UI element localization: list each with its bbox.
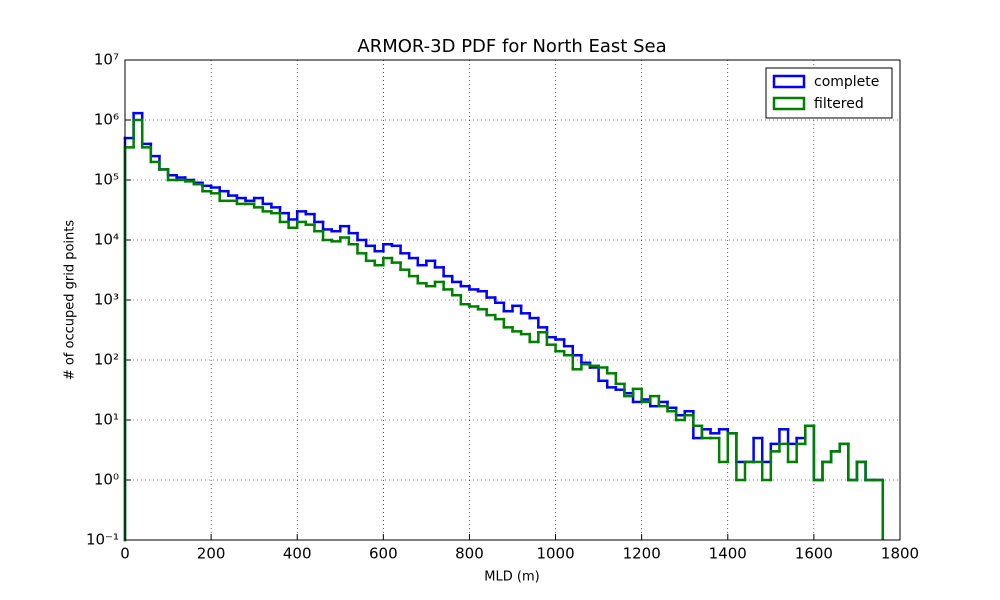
legend-swatch <box>772 96 806 111</box>
x-tick-label: 200 <box>197 545 226 563</box>
x-tick-label: 400 <box>283 545 312 563</box>
legend-swatch <box>772 74 806 89</box>
y-tick-label: 10⁻¹ <box>86 531 119 549</box>
x-tick-label: 0 <box>120 545 130 563</box>
x-tick-label: 1200 <box>623 545 661 563</box>
series <box>123 118 885 542</box>
chart-title: ARMOR-3D PDF for North East Sea <box>357 36 666 57</box>
y-tick-label: 10³ <box>94 291 119 309</box>
legend-label: filtered <box>814 96 864 112</box>
y-tick-label: 10⁵ <box>94 171 119 189</box>
x-axis-label: MLD (m) <box>484 570 539 585</box>
x-tick-label: 1800 <box>881 545 919 563</box>
y-tick-label: 10⁰ <box>94 471 119 489</box>
x-tick-label: 1400 <box>709 545 747 563</box>
legend-label: complete <box>814 74 879 90</box>
plot-frame <box>124 59 901 541</box>
x-tick-label: 1000 <box>536 545 574 563</box>
y-tick-label: 10² <box>94 351 119 369</box>
y-tick-label: 10⁴ <box>94 231 119 249</box>
y-tick-label: 10⁶ <box>94 111 119 129</box>
y-axis-label: # of occuped grid points <box>63 220 78 381</box>
x-tick-label: 600 <box>369 545 398 563</box>
x-tick-label: 800 <box>455 545 484 563</box>
x-tick-label: 1600 <box>795 545 833 563</box>
y-tick-label: 10¹ <box>94 411 119 429</box>
y-tick-label: 10⁷ <box>94 51 119 69</box>
